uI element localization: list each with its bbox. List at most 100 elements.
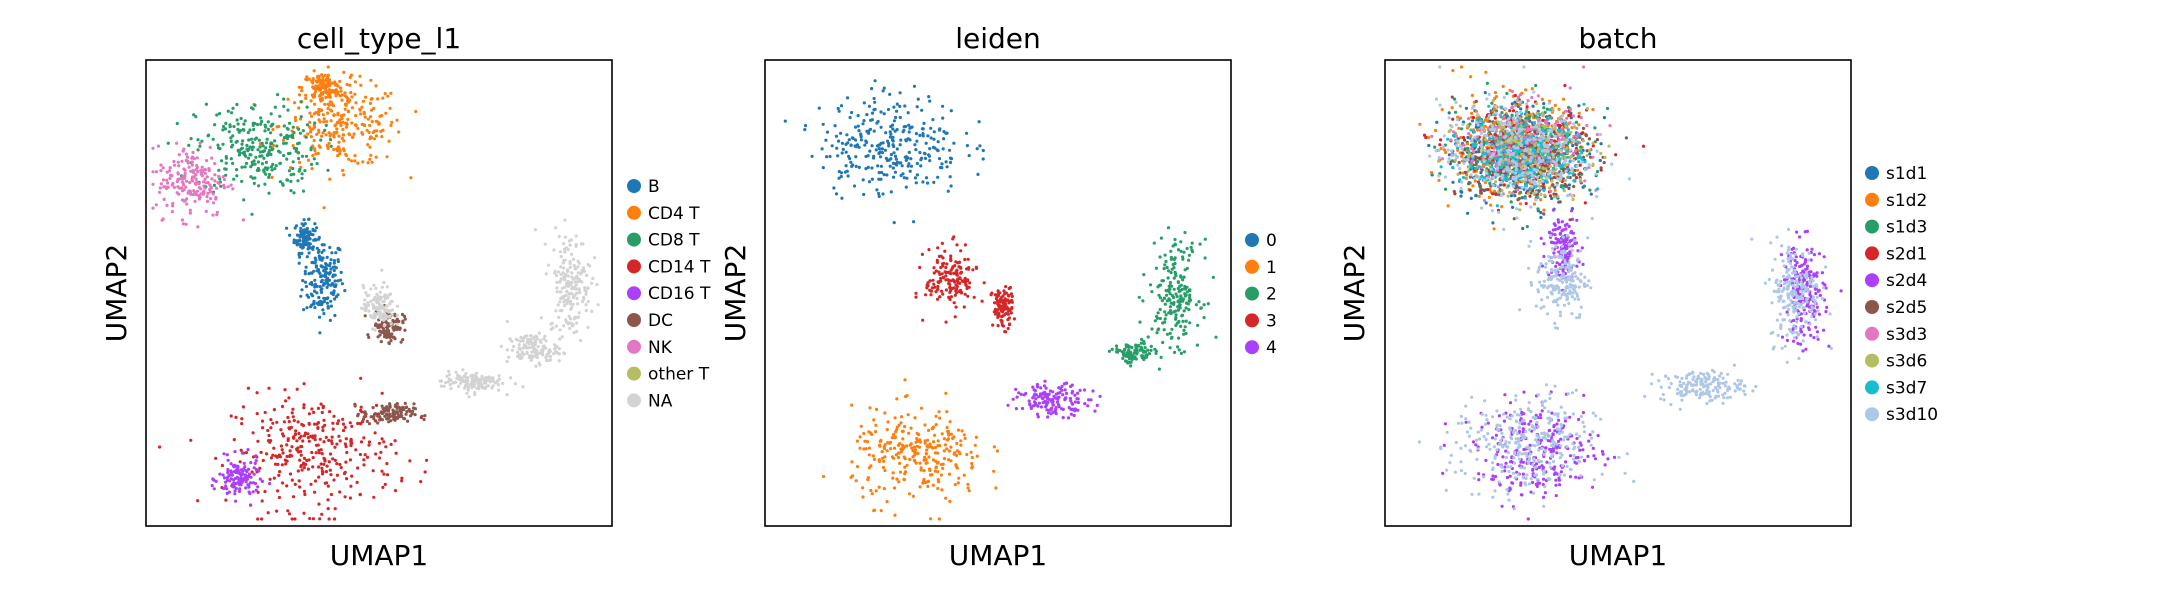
legend-marker [627,366,641,381]
point [204,102,208,106]
point [245,143,249,148]
point [445,374,449,378]
point [361,160,365,164]
point [525,350,529,354]
point [1007,323,1012,327]
point [573,293,577,297]
point [175,121,179,126]
point [267,175,271,179]
point [305,123,309,127]
point [486,384,490,388]
point [1509,200,1513,204]
point [952,271,956,275]
point [380,135,384,139]
point [367,309,371,313]
point [554,345,558,349]
point [333,445,337,449]
point [921,318,925,322]
point [185,179,189,183]
point [177,192,181,196]
point [154,203,158,207]
point [893,513,897,517]
point [255,391,259,395]
point [880,151,885,155]
point [558,280,562,284]
point [936,140,940,144]
point [909,157,913,161]
point [892,105,896,109]
point [954,305,958,309]
point [1469,75,1473,79]
point [313,285,317,289]
point [285,133,289,138]
point [892,175,896,179]
point [1177,336,1181,340]
point [362,110,366,114]
point [1583,201,1587,205]
point [319,256,323,260]
point [992,310,996,314]
point [419,480,423,484]
point [236,122,240,126]
point [902,445,907,449]
point [1159,236,1163,240]
point [951,278,955,282]
point [849,160,853,164]
point [335,149,339,153]
point [380,322,384,326]
point [213,179,217,183]
point [348,133,352,137]
point [252,472,256,476]
point [1064,391,1069,395]
point [963,292,967,296]
point [180,189,185,193]
point [291,166,295,171]
point [888,92,892,96]
legend-item: 4 [1245,338,1277,358]
point [867,466,871,470]
point [1574,176,1579,180]
point [907,130,911,134]
point [1173,237,1177,242]
point [272,446,276,450]
point [196,499,200,503]
point [389,322,393,326]
point [203,171,207,175]
point [1822,255,1826,259]
point [305,78,309,82]
point [882,487,887,491]
point [268,440,272,444]
point [941,147,945,151]
point [311,260,315,264]
point [194,177,198,181]
point [380,285,384,289]
point [300,422,304,426]
point [333,80,337,84]
point [294,224,299,228]
point [393,489,398,493]
point [315,422,319,426]
legend-item: B [627,177,660,197]
point [328,270,332,275]
point [569,317,573,321]
point [1599,142,1603,146]
point [308,516,312,521]
point [1156,285,1160,289]
point [944,265,948,270]
point [308,242,312,246]
point [165,170,169,174]
point [296,142,300,146]
point [562,324,566,328]
point [336,113,340,117]
point [965,452,969,457]
point [1591,107,1595,112]
legend-marker [1245,259,1259,274]
point [877,147,882,151]
point [543,242,547,246]
point [194,115,198,119]
point [177,164,181,168]
point [1051,397,1055,402]
point [1183,230,1187,235]
legend-label: 2 [1266,285,1277,305]
